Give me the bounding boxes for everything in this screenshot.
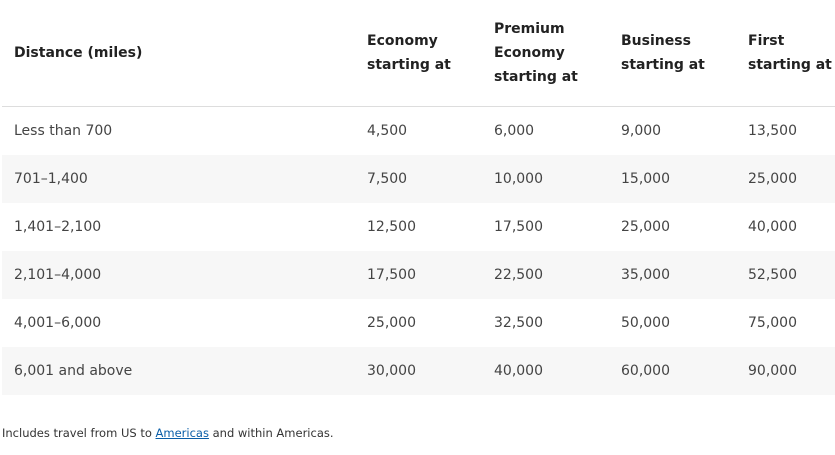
miles-cell: 9,000 — [621, 123, 662, 139]
miles-cell: 90,000 — [748, 363, 797, 379]
miles-cell: 6,000 — [494, 123, 535, 139]
miles-cell: 40,000 — [494, 363, 543, 379]
miles-cell: 52,500 — [748, 267, 797, 283]
miles-cell: 40,000 — [748, 219, 797, 235]
header-cell: First starting at — [748, 0, 832, 106]
header-line: Economy — [494, 45, 565, 61]
miles-cell: 4,500 — [367, 123, 408, 139]
footnote-text: Includes travel from US to — [2, 426, 156, 440]
header-line: First — [748, 33, 785, 49]
miles-cell: 22,500 — [494, 267, 543, 283]
table-row: 1,401–2,100 12,500 17,500 25,000 40,000 — [2, 203, 835, 251]
miles-cell: 15,000 — [621, 171, 670, 187]
header-row: Distance (miles) Economy starting at Premiu… — [2, 0, 835, 107]
miles-cell: 17,500 — [494, 219, 543, 235]
miles-cell: 32,500 — [494, 315, 543, 331]
distance-cell: 1,401–2,100 — [14, 219, 102, 235]
table-row: 701–1,400 7,500 10,000 15,000 25,000 — [2, 155, 835, 203]
distance-cell: 701–1,400 — [14, 171, 88, 187]
miles-cell: 30,000 — [367, 363, 416, 379]
header-line: Distance (miles) — [14, 45, 143, 61]
header-line: starting at — [367, 57, 451, 73]
header-line: starting at — [748, 57, 832, 73]
distance-cell: 4,001–6,000 — [14, 315, 102, 331]
table-row: 6,001 and above 30,000 40,000 60,000 90,000 — [2, 347, 835, 395]
footnote: Includes travel from US to Americas and … — [2, 426, 334, 440]
distance-cell: 6,001 and above — [14, 363, 133, 379]
header-line: Economy — [367, 33, 438, 49]
miles-cell: 60,000 — [621, 363, 670, 379]
award-table: Distance (miles) Economy starting at Premiu… — [2, 0, 835, 395]
header-line: Premium — [494, 21, 565, 37]
distance-cell: Less than 700 — [14, 123, 113, 139]
miles-cell: 50,000 — [621, 315, 670, 331]
header-cell: Distance (miles) — [14, 0, 142, 106]
miles-cell: 25,000 — [621, 219, 670, 235]
miles-cell: 75,000 — [748, 315, 797, 331]
header-line: starting at — [494, 69, 578, 85]
miles-cell: 35,000 — [621, 267, 670, 283]
header-cell: Business starting at — [621, 0, 705, 106]
distance-cell: 2,101–4,000 — [14, 267, 102, 283]
miles-cell: 17,500 — [367, 267, 416, 283]
footnote-text: and within Americas. — [208, 426, 334, 440]
miles-cell: 13,500 — [748, 123, 797, 139]
miles-cell: 10,000 — [494, 171, 543, 187]
miles-cell: 7,500 — [367, 171, 408, 187]
header-cell: Economy starting at — [367, 0, 451, 106]
table-row: 2,101–4,000 17,500 22,500 35,000 52,500 — [2, 251, 835, 299]
header-line: starting at — [621, 57, 705, 73]
table-row: 4,001–6,000 25,000 32,500 50,000 75,000 — [2, 299, 835, 347]
miles-cell: 25,000 — [367, 315, 416, 331]
americas-link[interactable]: Americas — [155, 426, 209, 440]
header-cell: Premium Economy starting at — [494, 0, 578, 106]
miles-cell: 25,000 — [748, 171, 797, 187]
miles-cell: 12,500 — [367, 219, 416, 235]
header-line: Business — [621, 33, 691, 49]
table-row: Less than 700 4,500 6,000 9,000 13,500 — [2, 107, 835, 155]
